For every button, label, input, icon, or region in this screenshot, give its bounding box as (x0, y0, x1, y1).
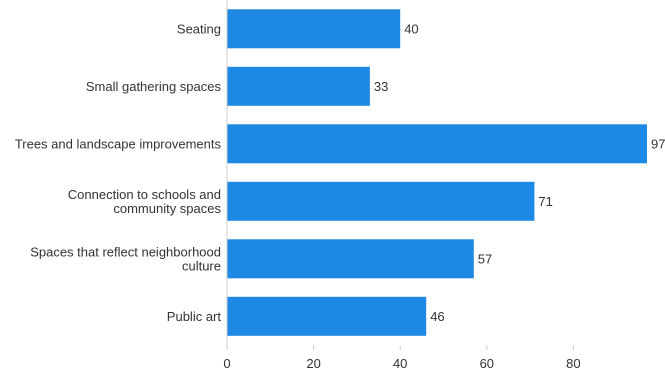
category-label-1-line-0: Small gathering spaces (86, 79, 222, 94)
category-label-1: Small gathering spaces (86, 79, 222, 94)
bar-3 (227, 181, 535, 221)
bars-layer (227, 9, 647, 336)
x-tick-label-2: 40 (393, 356, 407, 371)
category-label-2-line-0: Trees and landscape improvements (15, 136, 222, 151)
x-tick-label-3: 60 (480, 356, 494, 371)
category-label-3-line-0: Connection to schools and (68, 187, 221, 202)
category-label-3-line-1: community spaces (113, 201, 221, 216)
bar-4 (227, 239, 474, 279)
category-label-4: Spaces that reflect neighborhood culture (30, 244, 221, 273)
x-tick-label-4: 80 (566, 356, 580, 371)
category-label-0: Seating (177, 21, 221, 36)
bar-0 (227, 9, 401, 49)
value-label-4: 57 (478, 251, 492, 266)
value-label-3: 71 (538, 194, 552, 209)
bar-2 (227, 124, 647, 164)
labels-layer: 40 Seating 33 Small gathering spaces 97 Trees… (15, 21, 665, 324)
category-label-5-line-0: Public art (167, 309, 222, 324)
x-tick-label-0: 0 (223, 356, 230, 371)
axis-layer: 0 20 40 60 80 (223, 0, 581, 371)
category-label-2: Trees and landscape improvements (15, 136, 222, 151)
category-label-4-line-1: culture (182, 258, 221, 273)
bar-1 (227, 66, 370, 106)
value-label-1: 33 (374, 79, 388, 94)
value-label-5: 46 (430, 309, 444, 324)
x-tick-label-1: 20 (306, 356, 320, 371)
category-label-0-line-0: Seating (177, 21, 221, 36)
value-label-0: 40 (404, 21, 418, 36)
category-label-5: Public art (167, 309, 222, 324)
bar-5 (227, 296, 427, 336)
value-label-2: 97 (651, 136, 665, 151)
category-label-3: Connection to schools and community space… (68, 187, 222, 216)
category-label-4-line-0: Spaces that reflect neighborhood (30, 244, 221, 259)
